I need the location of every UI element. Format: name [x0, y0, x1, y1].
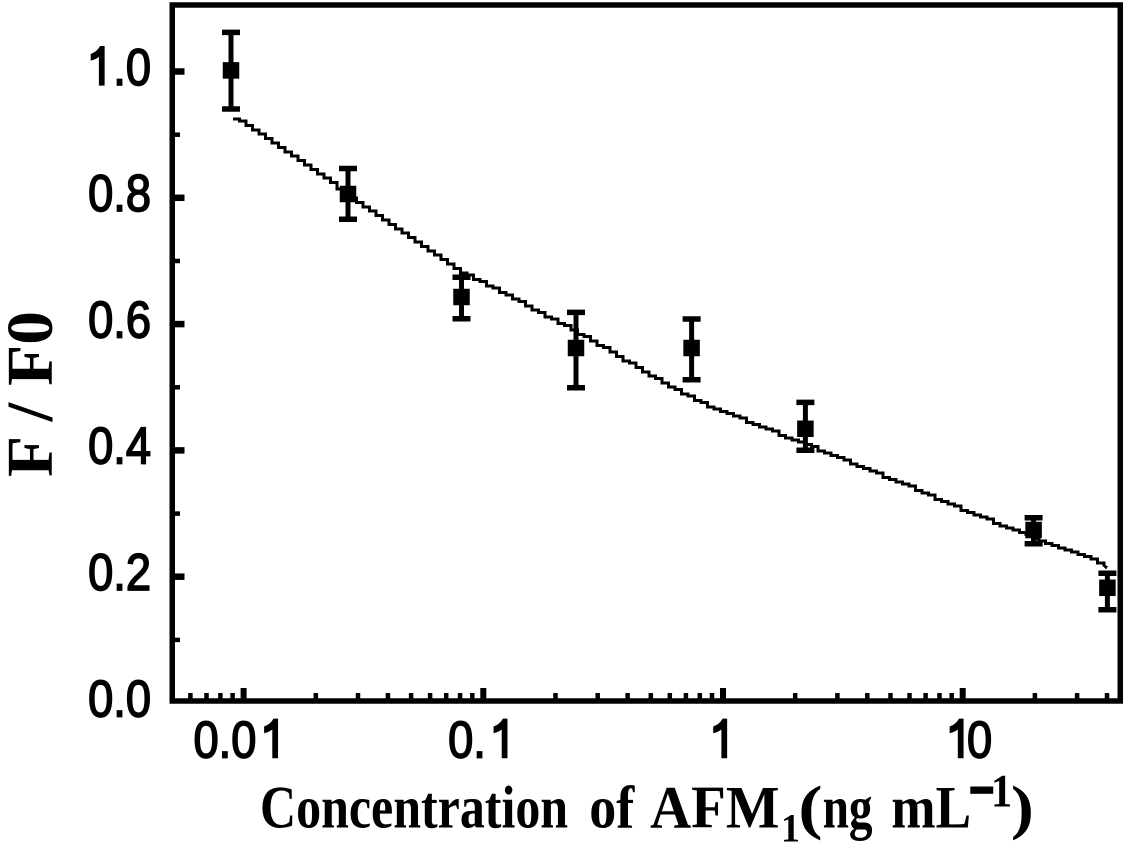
svg-text:F / F0: F / F0	[0, 311, 67, 477]
svg-text:ng: ng	[823, 774, 873, 841]
svg-text:0.8: 0.8	[88, 165, 151, 223]
svg-text:0.0: 0.0	[88, 670, 151, 728]
svg-text:1: 1	[991, 765, 1012, 818]
svg-text:0.6: 0.6	[88, 292, 151, 350]
svg-text:1: 1	[781, 807, 800, 848]
svg-text:.0: .0	[113, 39, 151, 97]
svg-text:0.4: 0.4	[88, 418, 151, 476]
svg-text:0.: 0.	[448, 712, 486, 770]
svg-text:): )	[1011, 774, 1034, 842]
svg-text:(: (	[798, 775, 822, 841]
svg-text:0: 0	[967, 712, 992, 770]
svg-text:AFM: AFM	[650, 774, 779, 841]
svg-text:0.0: 0.0	[193, 712, 256, 770]
svg-text:Concentration: Concentration	[260, 774, 568, 840]
svg-text:mL: mL	[891, 775, 971, 842]
svg-text:of: of	[589, 775, 635, 841]
svg-text:0.2: 0.2	[88, 544, 151, 602]
